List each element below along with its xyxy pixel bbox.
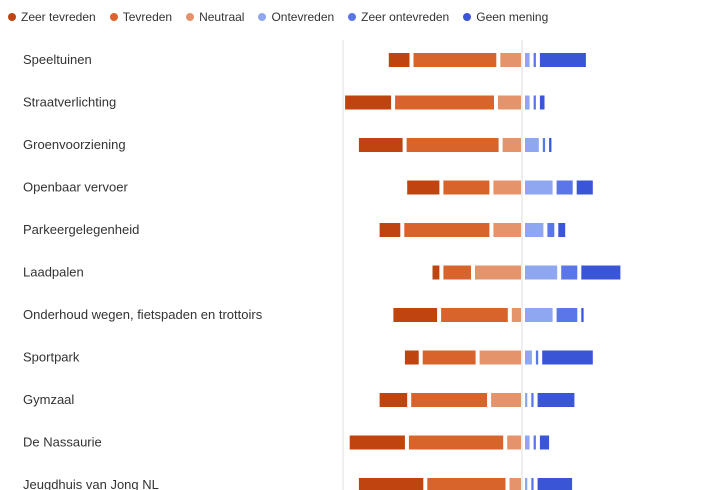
bar-segment-geen-mening: [539, 435, 550, 450]
category-label: Openbaar vervoer: [23, 180, 128, 195]
bar-segment-zeer-ontevreden: [533, 95, 536, 110]
bar-segment-zeer-ontevreden: [556, 180, 573, 195]
bar-segment-zeer-tevreden: [407, 180, 440, 195]
bar-segment-neutraal: [511, 308, 521, 322]
bar-segment-tevreden: [427, 478, 506, 490]
bar-segment-zeer-tevreden: [388, 53, 410, 67]
legend-item: Tevreden: [109, 10, 173, 24]
bar-segment-zeer-tevreden: [432, 265, 440, 280]
bar-segment-tevreden: [413, 53, 497, 67]
bar-segment-geen-mening: [537, 478, 573, 490]
bar-segment-tevreden: [441, 308, 508, 322]
legend-item: Zeer tevreden: [8, 10, 96, 24]
bar-segment-geen-mening: [558, 223, 566, 237]
bar-segment-tevreden: [443, 265, 471, 280]
bar-segment-neutraal: [507, 435, 521, 450]
legend-item: Geen mening: [463, 10, 548, 24]
bar-segment-ontevreden: [525, 435, 530, 450]
bar-segment-geen-mening: [576, 180, 593, 195]
bar-segment-ontevreden: [525, 478, 528, 490]
bar-segment-neutraal: [493, 180, 521, 195]
bar-segment-neutraal: [493, 223, 521, 237]
bar-segment-geen-mening: [581, 308, 584, 322]
legend-item: Ontevreden: [258, 10, 334, 24]
legend-label: Zeer ontevreden: [361, 10, 450, 24]
bar-segment-ontevreden: [525, 350, 532, 365]
bar-segment-zeer-tevreden: [379, 223, 401, 237]
bar-segment-zeer-ontevreden: [547, 223, 555, 237]
legend-label: Tevreden: [122, 10, 173, 24]
bar-segment-zeer-ontevreden: [533, 53, 536, 67]
bar-segment-ontevreden: [525, 265, 558, 280]
bar-segment-geen-mening: [581, 265, 621, 280]
bar-segment-tevreden: [404, 223, 490, 237]
bar-segment-neutraal: [500, 53, 521, 67]
legend-label: Zeer tevreden: [21, 10, 96, 24]
bar-segment-geen-mening: [542, 350, 593, 365]
category-label: Parkeergelegenheid: [23, 222, 139, 237]
bar-segment-geen-mening: [539, 53, 586, 67]
category-label: Onderhoud wegen, fietspaden en trottoirs: [23, 307, 263, 322]
bar-segment-neutraal: [498, 95, 521, 110]
bar-segment-zeer-tevreden: [349, 435, 405, 450]
legend-label: Geen mening: [476, 10, 549, 24]
category-label: Straatverlichting: [23, 95, 116, 110]
legend-swatch: [8, 13, 16, 21]
legend-label: Neutraal: [199, 10, 245, 24]
bar-segment-zeer-tevreden: [393, 308, 438, 322]
bar-segment-zeer-ontevreden: [531, 393, 534, 407]
bar-segment-geen-mening: [537, 393, 575, 407]
bar-segment-zeer-ontevreden: [531, 478, 534, 490]
bar-segment-zeer-tevreden: [358, 138, 403, 152]
bar-segment-tevreden: [422, 350, 476, 365]
bar-segment-zeer-tevreden: [404, 350, 419, 365]
legend-swatch: [109, 13, 118, 21]
bar-segment-ontevreden: [525, 223, 544, 237]
bar-segment-tevreden: [411, 393, 488, 407]
legend-swatch: [258, 13, 267, 21]
bar-segment-ontevreden: [525, 180, 553, 195]
bar-segment-ontevreden: [525, 393, 528, 407]
legend-item: Zeer ontevreden: [348, 10, 449, 24]
bar-segment-ontevreden: [525, 308, 553, 322]
category-label: De Nassaurie: [23, 435, 102, 450]
bar-segment-zeer-tevreden: [345, 95, 392, 110]
category-label: Groenvoorziening: [23, 137, 126, 152]
category-label: Laadpalen: [23, 265, 84, 280]
bar-segment-geen-mening: [539, 95, 545, 110]
category-label: Sportpark: [23, 350, 80, 365]
bar-segment-zeer-ontevreden: [533, 435, 536, 450]
category-label: Jeugdhuis van Jong NL: [23, 477, 159, 490]
bar-segment-geen-mening: [549, 138, 552, 152]
bar-segment-tevreden: [395, 95, 494, 110]
chart-legend: Zeer tevreden Tevreden Neutraal Ontevreden Z…: [8, 8, 562, 26]
category-label: Gymzaal: [23, 392, 74, 407]
legend-swatch: [186, 13, 195, 21]
bar-segment-zeer-ontevreden: [542, 138, 546, 152]
category-label: Speeltuinen: [23, 52, 92, 67]
legend-label: Ontevreden: [271, 10, 335, 24]
bar-segment-zeer-tevreden: [358, 478, 424, 490]
bar-segment-ontevreden: [525, 53, 530, 67]
bar-segment-zeer-tevreden: [379, 393, 408, 407]
bar-segment-ontevreden: [525, 138, 539, 152]
legend-swatch: [463, 13, 472, 21]
bar-segment-tevreden: [406, 138, 499, 152]
bar-segment-zeer-ontevreden: [535, 350, 539, 365]
bar-segment-tevreden: [443, 180, 490, 195]
bar-segment-zeer-ontevreden: [561, 265, 578, 280]
bar-segment-neutraal: [475, 265, 521, 280]
bar-segment-neutraal: [502, 138, 521, 152]
bar-segment-neutraal: [509, 478, 521, 490]
bar-segment-ontevreden: [525, 95, 530, 110]
bar-segment-neutraal: [479, 350, 521, 365]
bar-segment-neutraal: [491, 393, 521, 407]
bar-segment-tevreden: [408, 435, 504, 450]
legend-swatch: [348, 13, 357, 21]
legend-item: Neutraal: [186, 10, 244, 24]
bar-segment-zeer-ontevreden: [556, 308, 578, 322]
